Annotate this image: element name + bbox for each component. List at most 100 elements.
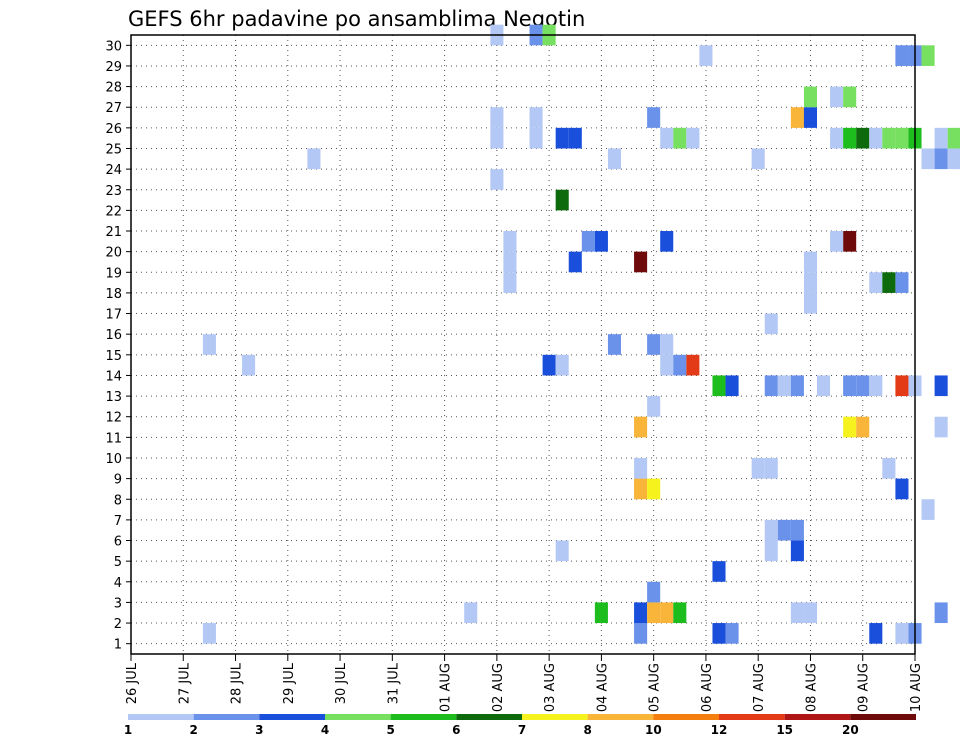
heatmap-cell (660, 354, 674, 376)
y-tick-label: 22 (105, 204, 122, 219)
heatmap-cell (555, 127, 569, 149)
heatmap-cell (947, 148, 960, 170)
y-tick-label: 20 (105, 246, 122, 261)
y-tick-label: 26 (105, 122, 122, 137)
heatmap-cell (856, 375, 870, 397)
heatmap-cell (843, 375, 857, 397)
y-tick-label: 9 (114, 473, 122, 488)
heatmap-cell (647, 396, 661, 417)
y-tick-label: 12 (105, 411, 122, 426)
y-tick-label: 18 (105, 287, 122, 302)
heatmap-cell (555, 540, 569, 562)
y-axis-ticks: 1234567891011121314151617181920212223242… (105, 39, 131, 653)
y-tick-label: 6 (114, 535, 122, 550)
heatmap-cell (594, 231, 608, 252)
heatmap-cell (921, 148, 935, 170)
heatmap-cell (634, 457, 648, 479)
heatmap-cell (634, 251, 648, 273)
x-tick-label: 02 AUG (491, 663, 506, 712)
heatmap-cell (764, 457, 778, 479)
heatmap-cell (869, 272, 883, 293)
heatmap-cells (202, 24, 960, 644)
heatmap-cell (634, 602, 648, 624)
y-tick-label: 24 (105, 163, 122, 178)
x-tick-label: 03 AUG (543, 663, 558, 712)
heatmap-cell (673, 354, 687, 376)
x-tick-label: 05 AUG (648, 663, 663, 712)
heatmap-cell (869, 127, 883, 149)
heatmap-cell (673, 602, 687, 624)
heatmap-cell (895, 45, 909, 66)
colorbar-swatch (193, 714, 260, 720)
colorbar-swatch (390, 714, 457, 720)
heatmap-cell (686, 354, 700, 376)
y-tick-label: 14 (105, 369, 122, 384)
heatmap-cell (568, 127, 582, 149)
y-tick-label: 29 (105, 60, 122, 75)
heatmap-cell (673, 127, 687, 149)
colorbar-swatch (522, 714, 588, 720)
y-tick-label: 30 (105, 39, 122, 54)
heatmap-cell (529, 127, 543, 149)
colorbar-legend: 1 2 3 4 5 6 7 8 10 12 15 20 (124, 714, 916, 737)
heatmap-cell (934, 127, 948, 149)
x-axis-ticks: 26 JUL 27 JUL 28 JUL 29 JUL 30 JUL 31 JUL 01 A… (125, 654, 924, 712)
colorbar-label: 1 (124, 723, 132, 737)
y-tick-label: 21 (105, 225, 122, 240)
y-tick-label: 7 (114, 514, 122, 529)
heatmap-cell (803, 292, 817, 314)
heatmap-cell (647, 602, 661, 624)
heatmap-cell (490, 107, 504, 128)
heatmap-cell (660, 602, 674, 624)
heatmap-cell (712, 375, 726, 397)
y-tick-label: 8 (114, 493, 122, 508)
colorbar-label: 7 (518, 723, 526, 737)
heatmap-cell (660, 334, 674, 355)
heatmap-cell (634, 478, 648, 500)
heatmap-cell (542, 354, 556, 376)
heatmap-cell (712, 561, 726, 582)
heatmap-cell (764, 540, 778, 562)
heatmap-cell (830, 86, 844, 108)
heatmap-cell (307, 148, 321, 170)
y-tick-label: 2 (114, 617, 122, 632)
x-tick-label: 29 JUL (282, 662, 297, 704)
heatmap-cell (607, 334, 621, 355)
heatmap-cell (777, 375, 791, 397)
heatmap-cell (699, 45, 713, 66)
heatmap-cell (503, 231, 517, 252)
x-tick-label: 27 JUL (177, 662, 192, 704)
heatmap-cell (686, 127, 700, 149)
heatmap-cell (934, 602, 948, 624)
y-tick-label: 10 (105, 452, 122, 467)
heatmap-cell (790, 602, 804, 624)
colorbar-label: 12 (711, 723, 728, 737)
y-tick-label: 5 (114, 555, 122, 570)
colorbar-swatch (719, 714, 785, 720)
heatmap-cell (634, 623, 648, 644)
heatmap-cell (895, 127, 909, 149)
heatmap-cell (882, 272, 896, 293)
heatmap-cell (777, 519, 791, 541)
y-tick-label: 17 (105, 308, 122, 323)
heatmap-cell (790, 107, 804, 128)
heatmap-cell (202, 334, 216, 355)
y-tick-label: 15 (105, 349, 122, 364)
colorbar-swatch (653, 714, 719, 720)
heatmap-cell (921, 45, 935, 66)
y-tick-label: 4 (114, 576, 122, 591)
colorbar-label: 3 (255, 723, 263, 737)
x-tick-label: 09 AUG (857, 663, 872, 712)
heatmap-cell (725, 375, 739, 397)
colorbar-label: 10 (645, 723, 662, 737)
plot-axes (130, 34, 916, 655)
y-tick-label: 23 (105, 184, 122, 199)
y-tick-label: 28 (105, 81, 122, 96)
heatmap-cell (869, 623, 883, 644)
plot-frame (130, 34, 916, 655)
y-tick-label: 27 (105, 101, 122, 116)
colorbar-swatch (456, 714, 522, 720)
heatmap-cell (817, 375, 831, 397)
grid-lines (131, 35, 915, 654)
heatmap-cell (843, 231, 857, 252)
